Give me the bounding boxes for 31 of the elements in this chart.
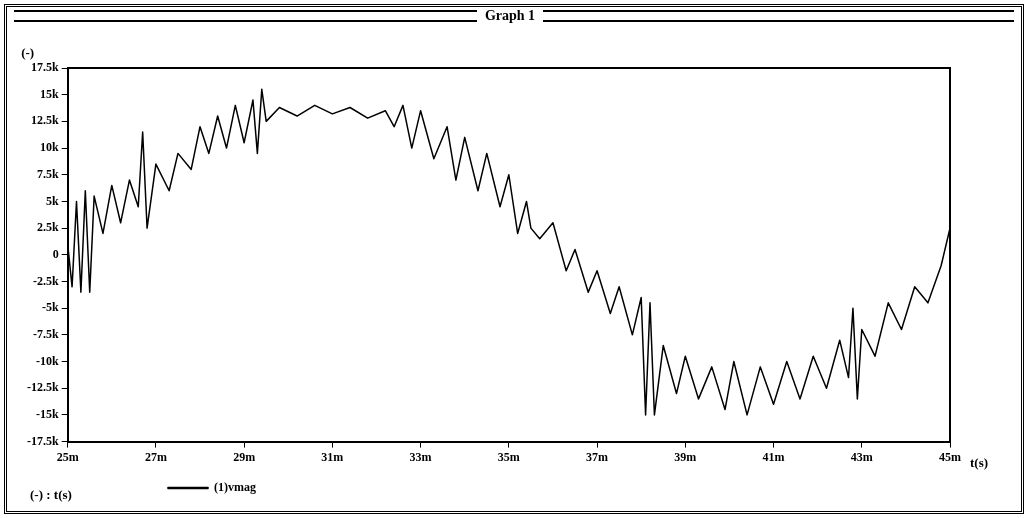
y-tick-label: 2.5k (36, 220, 59, 235)
y-tick-label: -17.5k (27, 433, 59, 448)
y-tick-label: -2.5k (33, 273, 59, 288)
y-tick-label: 0 (52, 246, 59, 261)
y-tick-label: 7.5k (36, 166, 59, 181)
x-tick-label: 27m (144, 449, 167, 464)
x-tick-label: 45m (939, 449, 961, 464)
y-tick-label: 12.5k (30, 113, 59, 128)
y-tick-label: 15k (39, 86, 59, 101)
y-tick-label: -5k (42, 300, 59, 315)
y-tick-label: -7.5k (33, 326, 59, 341)
y-tick-label: -10k (36, 353, 59, 368)
y-tick-label: -12.5k (27, 380, 59, 395)
x-tick-label: 39m (674, 449, 697, 464)
chart-title: Graph 1 (476, 8, 544, 23)
y-tick-label: 17.5k (30, 60, 59, 75)
y-tick-label: 5k (45, 193, 59, 208)
x-axis-title: t(s) (970, 454, 989, 470)
x-tick-label: 43m (850, 449, 873, 464)
x-tick-label: 41m (762, 449, 785, 464)
x-tick-label: 35m (497, 449, 520, 464)
x-tick-label: 25m (56, 449, 79, 464)
legend-label: (1)vmag (214, 480, 256, 495)
y-tick-label: 10k (39, 140, 59, 155)
y-axis-title: (-) (21, 45, 35, 61)
x-tick-label: 31m (321, 449, 344, 464)
text: (-) : t(s) (30, 487, 72, 503)
y-tick-label: -15k (36, 407, 59, 422)
x-tick-label: 33m (409, 449, 432, 464)
x-tick-label: 29m (233, 449, 256, 464)
x-tick-label: 37m (586, 449, 609, 464)
